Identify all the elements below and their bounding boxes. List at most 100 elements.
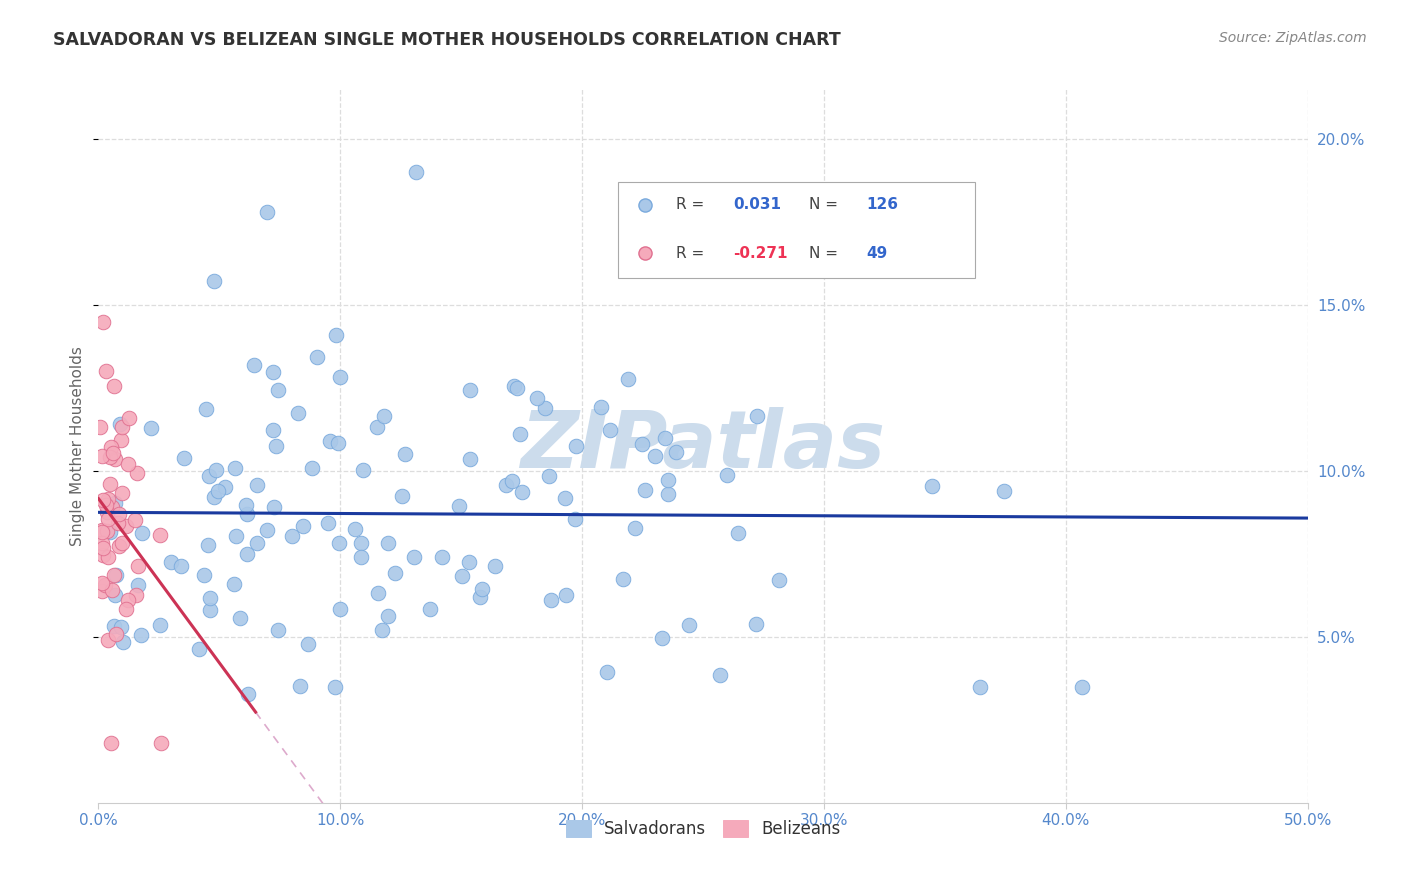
Point (104, 496, 127, 510)
Point (115, 519, 138, 533)
Point (91, 314, 114, 328)
Point (96, 505, 118, 519)
Point (103, 568, 125, 582)
Point (127, 577, 149, 591)
Point (238, 688, 260, 702)
Point (149, 736, 172, 750)
Point (665, 445, 688, 459)
Point (94, 364, 117, 378)
Text: 49: 49 (866, 246, 887, 260)
Point (224, 461, 246, 475)
Point (612, 572, 634, 586)
Point (323, 680, 346, 694)
Point (512, 484, 534, 499)
Point (90, 583, 112, 598)
Point (111, 486, 134, 500)
Point (108, 417, 131, 432)
Point (657, 487, 679, 501)
Point (484, 558, 506, 573)
Point (97, 550, 120, 565)
Point (290, 680, 312, 694)
Point (173, 451, 195, 466)
Point (371, 624, 394, 638)
Point (149, 618, 172, 632)
Point (631, 437, 654, 451)
Point (104, 627, 127, 641)
Point (229, 611, 252, 625)
Point (993, 483, 1015, 498)
Point (457, 555, 479, 569)
Point (124, 513, 146, 527)
Point (326, 436, 349, 450)
Point (262, 365, 284, 379)
Point (214, 480, 236, 494)
Point (256, 523, 278, 537)
Point (112, 635, 135, 649)
Point (509, 426, 531, 441)
Point (89, 420, 111, 434)
FancyBboxPatch shape (619, 182, 976, 278)
Point (329, 370, 352, 384)
Point (94, 578, 117, 592)
Point (267, 624, 290, 638)
Point (506, 381, 529, 395)
Point (540, 592, 562, 607)
Point (458, 384, 481, 398)
Legend: Salvadorans, Belizeans: Salvadorans, Belizeans (560, 813, 846, 845)
Point (537, 469, 560, 483)
Point (301, 461, 323, 475)
Point (264, 439, 287, 453)
Point (745, 616, 768, 631)
Point (107, 539, 129, 553)
Point (96, 524, 118, 538)
Point (599, 423, 621, 437)
Point (202, 490, 225, 504)
Point (235, 507, 257, 521)
Point (115, 602, 138, 616)
Point (205, 463, 228, 477)
Point (624, 521, 647, 535)
Point (198, 591, 221, 605)
Point (591, 400, 613, 414)
Point (91, 449, 114, 463)
Point (101, 500, 124, 515)
Point (316, 516, 339, 531)
Point (104, 452, 127, 467)
Point (235, 498, 257, 512)
Point (263, 500, 285, 515)
Point (654, 431, 676, 445)
Point (111, 535, 134, 549)
Point (127, 559, 149, 574)
Point (225, 528, 247, 542)
Point (727, 526, 749, 541)
Point (377, 536, 399, 550)
Point (350, 536, 373, 550)
Point (125, 466, 148, 480)
Point (634, 483, 657, 498)
Text: N =: N = (810, 246, 844, 260)
Point (534, 401, 557, 415)
Point (502, 379, 524, 393)
Point (319, 434, 342, 449)
Point (198, 603, 221, 617)
Point (716, 468, 738, 483)
Point (526, 391, 548, 405)
Text: R =: R = (676, 246, 710, 260)
Point (350, 549, 373, 564)
Point (384, 566, 406, 580)
Point (104, 567, 127, 582)
Point (291, 519, 314, 533)
Point (458, 451, 481, 466)
Point (107, 508, 129, 522)
Point (149, 528, 172, 542)
Text: SALVADORAN VS BELIZEAN SINGLE MOTHER HOUSEHOLDS CORRELATION CHART: SALVADORAN VS BELIZEAN SINGLE MOTHER HOU… (53, 31, 841, 49)
Point (246, 536, 269, 550)
Point (139, 421, 162, 435)
Point (193, 567, 215, 582)
Point (554, 491, 576, 506)
Point (366, 420, 388, 434)
Point (111, 420, 134, 434)
Point (103, 619, 125, 633)
Point (281, 529, 304, 543)
Point (450, 568, 472, 582)
